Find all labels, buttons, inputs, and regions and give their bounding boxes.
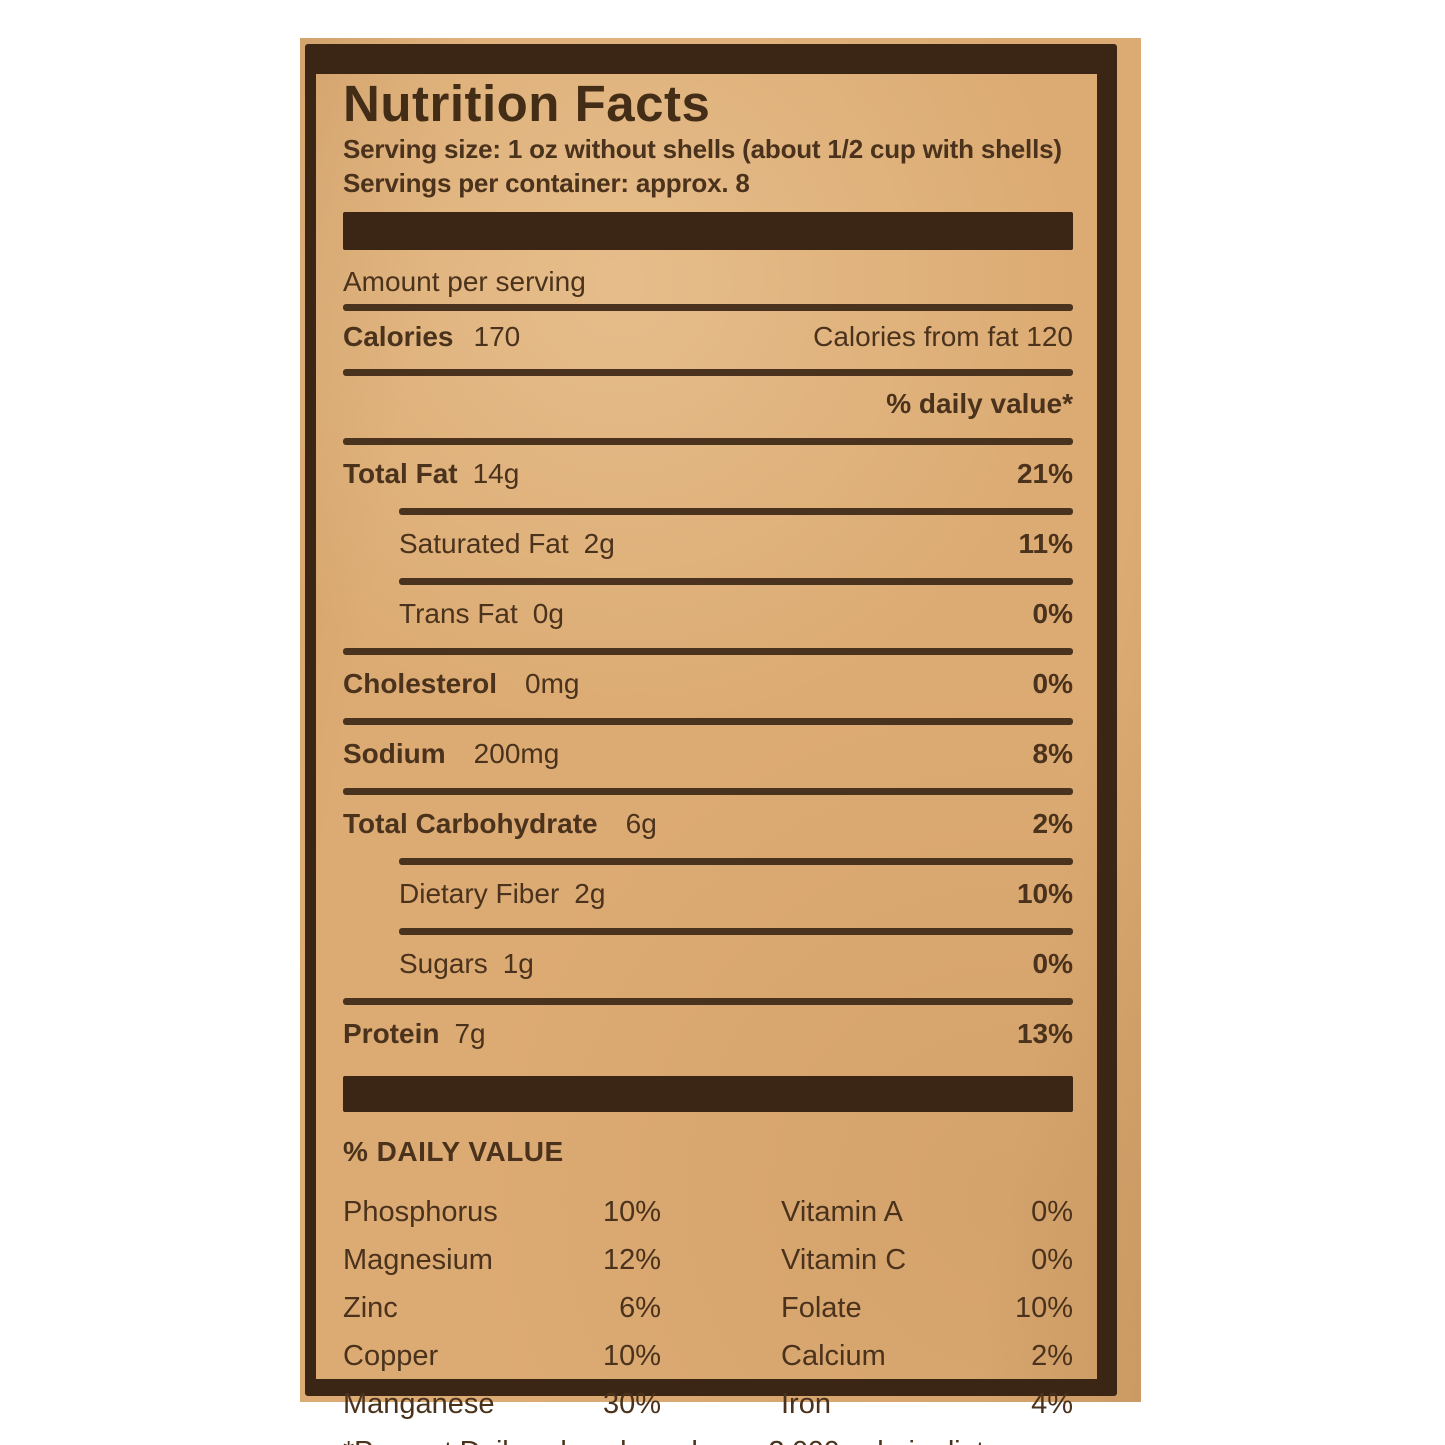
divider [399,858,1073,865]
calories-from-fat: Calories from fat 120 [813,321,1073,352]
nutrient-daily-value: 2% [1032,808,1073,839]
nutrient-row-protein: Protein 7g 13% [343,1005,1073,1062]
micronutrient-value: 12% [602,1244,661,1276]
nutrient-amount: 14g [472,458,520,489]
micronutrient-row: Calcium 2% [781,1332,1073,1380]
nutrient-name: Total Fat [343,458,458,489]
divider [343,438,1073,445]
divider [343,788,1073,795]
nutrient-amount: 6g [625,808,657,839]
micronutrient-value: 10% [1014,1292,1073,1324]
nutrient-row-sodium: Sodium 200mg 8% [343,725,1073,782]
thick-divider-bottom [343,1076,1073,1112]
daily-value-footnote: *Percent Daily values based on a 2,000 c… [343,1436,1073,1445]
label-border-frame: Nutrition Facts Serving size: 1 oz witho… [305,44,1117,1445]
micronutrient-value: 0% [1031,1196,1073,1228]
nutrient-daily-value: 0% [1032,668,1073,699]
divider [343,718,1073,725]
daily-value-section-title: % DAILY VALUE [343,1136,564,1167]
nutrient-name: Sodium [343,738,446,769]
micronutrient-name: Vitamin A [781,1196,903,1228]
divider [399,508,1073,515]
calories-group: Calories 170 [343,321,520,353]
micronutrient-row: Zinc 6% [343,1284,661,1332]
micronutrient-name: Phosphorus [343,1196,498,1228]
nutrient-row-trans-fat: Trans Fat 0g 0% [343,585,1073,642]
nutrient-amount: 2g [574,878,606,909]
divider [399,578,1073,585]
page-title: Nutrition Facts [343,75,711,132]
amount-per-serving-label: Amount per serving [343,266,586,297]
micronutrient-column-right: Vitamin A 0% Vitamin C 0% Folate 10% C [781,1188,1073,1428]
nutrient-name: Cholesterol [343,668,498,699]
nutrient-amount: 0g [532,598,564,629]
divider [343,304,1073,311]
micronutrient-row: Magnesium 12% [343,1236,661,1284]
nutrient-amount: 7g [454,1018,486,1049]
nutrient-name: Saturated Fat [399,528,569,559]
micronutrient-name: Folate [781,1292,862,1324]
micronutrient-value: 30% [602,1388,661,1420]
micronutrient-row: Vitamin A 0% [781,1188,1073,1236]
nutrient-name: Dietary Fiber [399,878,560,909]
micronutrient-value: 2% [1031,1340,1073,1372]
nutrient-name: Sugars [399,948,488,979]
nutrient-daily-value: 13% [1016,1018,1073,1049]
nutrient-amount: 200mg [473,738,560,769]
micronutrient-name: Manganese [343,1388,495,1420]
micronutrient-table: Phosphorus 10% Magnesium 12% Zinc 6% C [343,1188,1073,1428]
percent-daily-value-header: % daily value* [886,388,1073,419]
micronutrient-value: 6% [619,1292,661,1324]
micronutrient-name: Magnesium [343,1244,493,1276]
nutrient-name: Protein [343,1018,440,1049]
micronutrient-row: Vitamin C 0% [781,1236,1073,1284]
thick-divider-top [343,212,1073,250]
nutrient-row-total-fat: Total Fat 14g 21% [343,445,1073,502]
calories-row: Calories 170 Calories from fat 120 [343,311,1073,363]
nutrient-daily-value: 10% [1016,878,1073,909]
nutrient-daily-value: 8% [1032,738,1073,769]
micronutrient-name: Calcium [781,1340,886,1372]
nutrition-label-paper: Nutrition Facts Serving size: 1 oz witho… [300,38,1141,1445]
micronutrient-row: Copper 10% [343,1332,661,1380]
calories-label: Calories [343,321,454,352]
divider [343,369,1073,376]
micronutrient-row: Folate 10% [781,1284,1073,1332]
micronutrient-row: Manganese 30% [343,1380,661,1428]
nutrient-daily-value: 0% [1032,948,1073,979]
micronutrient-value: 10% [602,1196,661,1228]
nutrient-daily-value: 11% [1018,528,1074,559]
nutrient-amount: 2g [583,528,615,559]
serving-size-line: Serving size: 1 oz without shells (about… [343,134,1062,164]
nutrient-daily-value: 0% [1032,598,1073,629]
nutrient-name: Trans Fat [399,598,518,629]
nutrient-row-sugars: Sugars 1g 0% [343,935,1073,992]
nutrient-daily-value: 21% [1016,458,1073,489]
micronutrient-value: 10% [602,1340,661,1372]
micronutrient-name: Copper [343,1340,439,1372]
micronutrient-value: 4% [1031,1388,1073,1420]
micronutrient-name: Iron [781,1388,831,1420]
micronutrient-column-left: Phosphorus 10% Magnesium 12% Zinc 6% C [343,1188,661,1428]
micronutrient-row: Iron 4% [781,1380,1073,1428]
nutrient-row-dietary-fiber: Dietary Fiber 2g 10% [343,865,1073,922]
calories-value: 170 [473,321,521,352]
nutrient-row-total-carbohydrate: Total Carbohydrate 6g 2% [343,795,1073,852]
nutrient-name: Total Carbohydrate [343,808,598,839]
nutrient-row-cholesterol: Cholesterol 0mg 0% [343,655,1073,712]
nutrient-amount: 1g [502,948,534,979]
nutrient-amount: 0mg [525,668,580,699]
micronutrient-name: Zinc [343,1292,398,1324]
label-content: Nutrition Facts Serving size: 1 oz witho… [316,74,1097,1445]
nutrient-row-saturated-fat: Saturated Fat 2g 11% [343,515,1073,572]
divider [343,998,1073,1005]
divider [343,648,1073,655]
micronutrient-value: 0% [1031,1244,1073,1276]
micronutrient-name: Vitamin C [781,1244,907,1276]
micronutrient-row: Phosphorus 10% [343,1188,661,1236]
servings-per-container-line: Servings per container: approx. 8 [343,168,750,198]
divider [399,928,1073,935]
